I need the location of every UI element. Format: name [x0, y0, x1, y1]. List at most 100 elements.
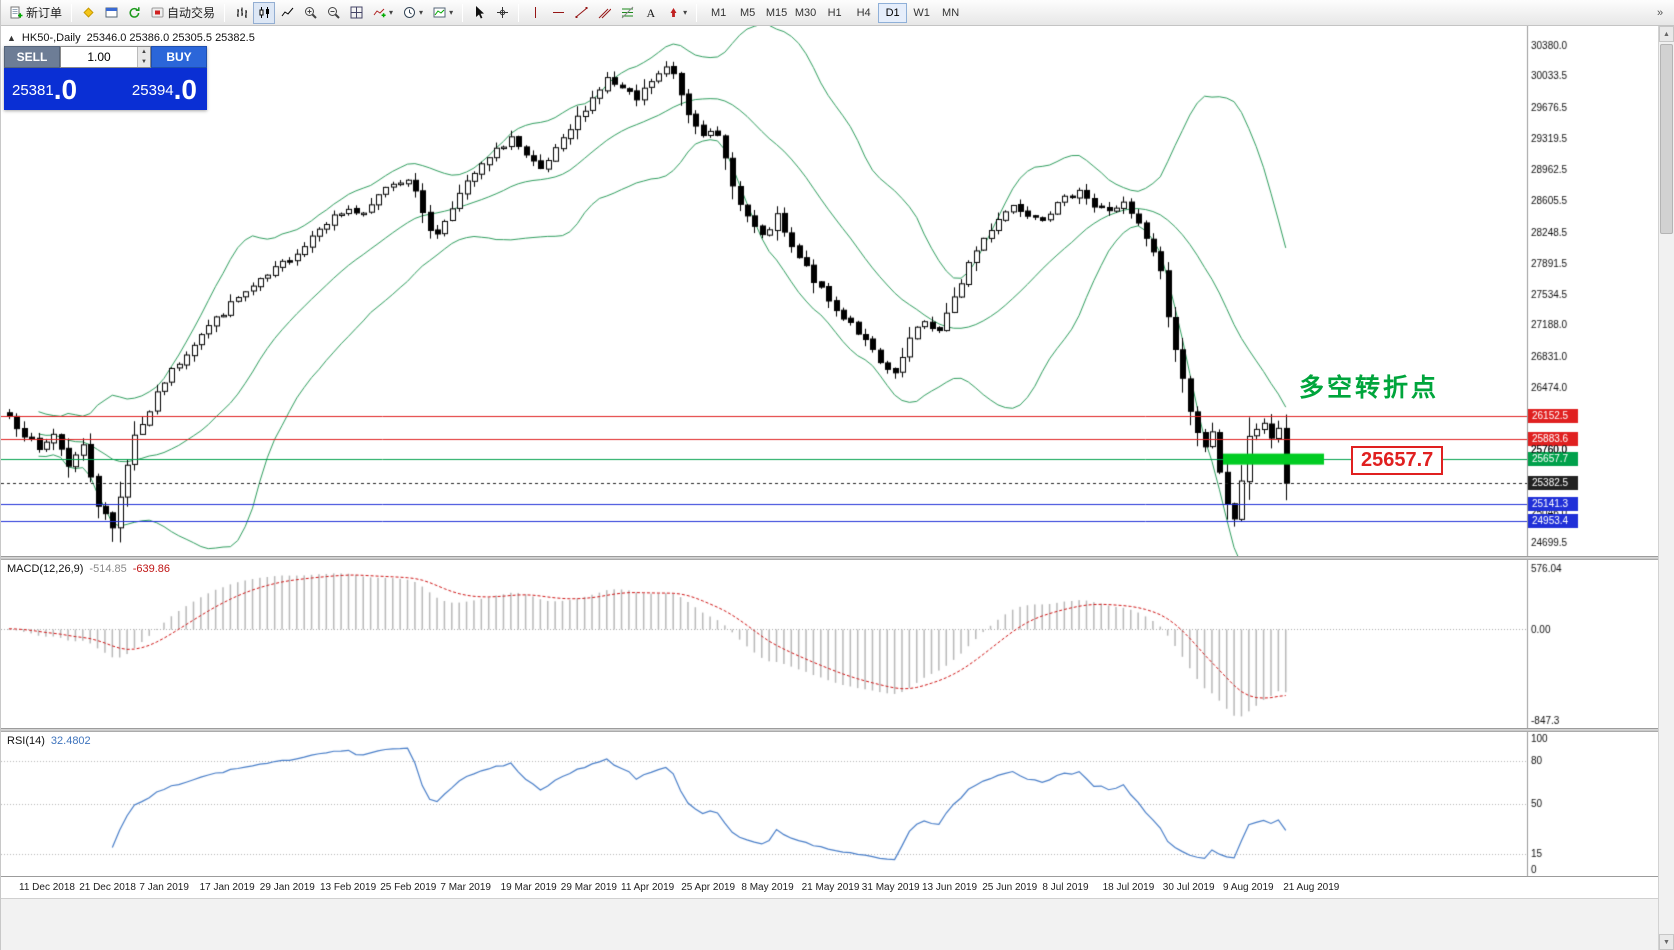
macd-value-1: -514.85	[89, 563, 127, 575]
panel-splitter[interactable]	[1, 556, 1659, 560]
trade-prices-row: 25381.0 25394.0	[4, 68, 207, 110]
macd-name: MACD(12,26,9)	[7, 563, 84, 575]
trendline-button[interactable]	[570, 2, 592, 24]
mql-editor-icon	[81, 6, 95, 20]
cursor-button[interactable]	[468, 2, 490, 24]
sell-price[interactable]: 25381.0	[4, 68, 106, 110]
timeframe-m5-button[interactable]: M5	[733, 3, 762, 23]
indicators-button[interactable]: ▾	[368, 2, 397, 24]
new-order-button[interactable]: 新订单	[5, 2, 66, 24]
timeframe-m30-button[interactable]: M30	[791, 3, 820, 23]
tile-windows-button[interactable]	[345, 2, 367, 24]
zoom-in-button[interactable]	[299, 2, 321, 24]
scroll-up-icon[interactable]: ▲	[1659, 26, 1674, 42]
chart-symbol-label: HK50-,Daily	[21, 32, 81, 44]
tile-windows-icon	[349, 6, 363, 20]
horizontal-line-icon	[551, 6, 565, 20]
zoom-in-icon	[303, 6, 317, 20]
timeframe-d1-button[interactable]: D1	[878, 2, 908, 23]
new-order-label: 新订单	[26, 6, 63, 20]
lot-decrease-icon[interactable]: ▼	[138, 57, 150, 67]
toolbar-separator	[696, 3, 698, 22]
mql-editor-button[interactable]	[77, 2, 99, 24]
rsi-name: RSI(14)	[7, 735, 45, 747]
date-label: 21 May 2019	[801, 882, 860, 893]
date-label: 13 Jun 2019	[922, 882, 978, 893]
lot-size-field[interactable]: 1.00 ▲ ▼	[60, 46, 151, 68]
level-price-label[interactable]: 25657.7	[1351, 446, 1444, 475]
toolbar-overflow-button[interactable]: »	[1649, 2, 1671, 24]
date-label: 11 Apr 2019	[621, 882, 675, 893]
macd-panel[interactable]	[1, 560, 1659, 728]
timeframe-mn-button[interactable]: MN	[936, 3, 965, 23]
panel-splitter[interactable]	[1, 728, 1659, 732]
trade-controls-row: SELL 1.00 ▲ ▼ BUY	[4, 46, 207, 68]
refresh-icon	[127, 6, 141, 20]
timeframe-h4-button[interactable]: H4	[849, 3, 878, 23]
date-label: 29 Jan 2019	[259, 882, 315, 893]
scrollbar-thumb[interactable]	[1660, 44, 1673, 234]
lot-spinner[interactable]: ▲ ▼	[137, 47, 150, 67]
date-label: 21 Aug 2019	[1283, 882, 1340, 893]
scroll-down-icon[interactable]: ▼	[1659, 934, 1674, 950]
crosshair-icon	[495, 6, 509, 20]
vertical-scrollbar[interactable]: ▲ ▼	[1658, 26, 1674, 950]
date-label: 7 Mar 2019	[440, 882, 491, 893]
timeframe-m15-button[interactable]: M15	[762, 3, 791, 23]
refresh-button[interactable]	[123, 2, 145, 24]
templates-button[interactable]: ▾	[428, 2, 457, 24]
fibonacci-button[interactable]	[616, 2, 638, 24]
bar-chart-icon	[234, 6, 248, 20]
date-label: 13 Feb 2019	[320, 882, 377, 893]
buy-price[interactable]: 25394.0	[106, 68, 208, 110]
terminal-button[interactable]	[100, 2, 122, 24]
buy-button[interactable]: BUY	[151, 46, 207, 68]
autotrading-button[interactable]: 自动交易	[146, 2, 219, 24]
main-toolbar: 新订单 自动交易	[1, 0, 1674, 26]
chart-window: ▲ HK50-,Daily 25346.0 25386.0 25305.5 25…	[1, 26, 1659, 950]
dropdown-caret-icon: ▾	[419, 7, 424, 17]
one-click-toggle-icon[interactable]: ▲	[7, 33, 16, 43]
date-label: 9 Aug 2019	[1223, 882, 1274, 893]
date-label: 19 Mar 2019	[500, 882, 557, 893]
date-label: 30 Jul 2019	[1162, 882, 1215, 893]
zoom-out-button[interactable]	[322, 2, 344, 24]
dropdown-caret-icon: ▾	[389, 7, 394, 17]
sell-button[interactable]: SELL	[4, 46, 60, 68]
date-label: 7 Jan 2019	[139, 882, 189, 893]
new-order-icon	[9, 6, 23, 20]
periods-button[interactable]: ▾	[398, 2, 427, 24]
date-label: 18 Jul 2019	[1102, 882, 1155, 893]
crosshair-button[interactable]	[491, 2, 513, 24]
horizontal-line-button[interactable]	[547, 2, 569, 24]
text-button[interactable]: A	[639, 2, 661, 24]
time-axis[interactable]: 11 Dec 2018 21 Dec 2018 7 Jan 2019 17 Jan 2…	[1, 876, 1659, 898]
arrows-button[interactable]: ▾	[662, 2, 691, 24]
lot-increase-icon[interactable]: ▲	[138, 47, 150, 57]
date-label: 25 Jun 2019	[982, 882, 1038, 893]
main-price-chart[interactable]	[1, 26, 1659, 556]
channel-button[interactable]	[593, 2, 615, 24]
terminal-icon	[104, 6, 118, 20]
toolbar-separator	[224, 3, 226, 22]
line-chart-button[interactable]	[276, 2, 298, 24]
date-label: 31 May 2019	[861, 882, 920, 893]
vertical-line-button[interactable]	[524, 2, 546, 24]
bottom-filler	[1, 898, 1659, 950]
bar-chart-button[interactable]	[230, 2, 252, 24]
autotrading-icon	[150, 6, 164, 20]
date-label: 11 Dec 2018	[19, 882, 75, 893]
toolbar-separator	[71, 3, 73, 22]
candlestick-chart-button[interactable]	[253, 1, 276, 24]
chart-ohlc-label: 25346.0 25386.0 25305.5 25382.5	[86, 32, 255, 44]
rsi-panel[interactable]	[1, 732, 1659, 876]
timeframe-h1-button[interactable]: H1	[820, 3, 849, 23]
timeframe-m1-button[interactable]: M1	[704, 3, 733, 23]
timeframe-w1-button[interactable]: W1	[907, 3, 936, 23]
templates-icon	[432, 6, 446, 20]
buy-price-main: 25394	[131, 82, 174, 99]
toolbar-separator	[518, 3, 520, 22]
dropdown-caret-icon: ▾	[683, 7, 688, 17]
line-chart-icon	[280, 6, 294, 20]
